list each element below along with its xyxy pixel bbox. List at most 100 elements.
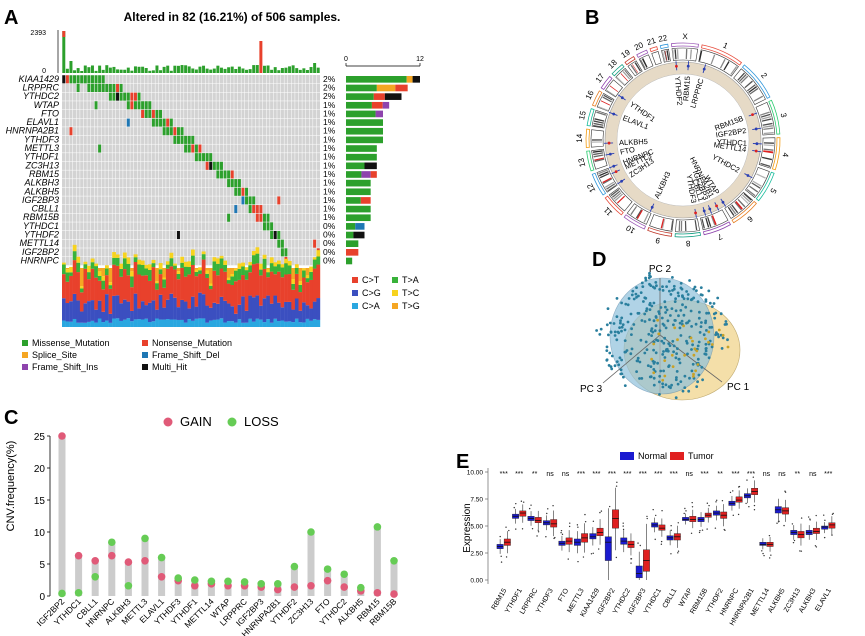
oncoplot: Altered in 82 (16.21%) of 506 samples. 2… xyxy=(6,10,424,372)
pca-point-tumor xyxy=(721,333,725,337)
normal-outlier xyxy=(776,522,778,524)
titv-segment xyxy=(198,270,202,274)
titv-segment xyxy=(201,294,206,319)
chromosome-color-ring xyxy=(701,44,743,66)
gene-pct: 2% xyxy=(323,74,336,84)
gene-count-bar xyxy=(355,223,365,230)
chromosome-band xyxy=(737,72,746,81)
chromosome-color-ring xyxy=(674,231,702,238)
tmb-bar xyxy=(245,69,249,73)
titv-segment xyxy=(219,258,224,269)
titv-segment xyxy=(126,257,131,264)
gene-label: WTAP xyxy=(34,100,59,110)
pca-point-normal xyxy=(661,322,665,326)
pca-point-normal xyxy=(676,291,680,295)
titv-segment xyxy=(101,280,106,290)
pca-point-normal xyxy=(695,385,699,388)
tumor-outlier xyxy=(616,481,618,484)
tumor-box xyxy=(596,527,604,536)
chromosome-band xyxy=(727,206,735,216)
gene-count-bar xyxy=(371,101,383,109)
mutation-cell xyxy=(169,127,173,136)
tumor-outlier xyxy=(799,550,801,552)
titv-segment xyxy=(198,273,202,293)
tmb-bar xyxy=(108,67,112,73)
normal-outlier xyxy=(515,502,517,505)
variant-legend: Missense_Mutation Nonsense_Mutation Splice… xyxy=(22,338,232,372)
legend-normal-label: Normal xyxy=(638,451,667,461)
tumor-outlier xyxy=(691,506,694,508)
chromosome-label: X xyxy=(682,32,688,41)
chromosome-band xyxy=(630,206,638,215)
titv-segment xyxy=(87,301,91,322)
chromosome-band xyxy=(762,122,773,126)
cnv-loss-point xyxy=(91,573,99,581)
chromosome-label: 13 xyxy=(577,157,588,168)
normal-outlier xyxy=(746,479,748,481)
pca-point-normal xyxy=(615,315,619,318)
pca-point-normal xyxy=(662,341,666,345)
titv-segment xyxy=(183,266,188,277)
chromosome-band xyxy=(749,87,759,95)
gene-pct: 1% xyxy=(323,169,336,179)
titv-segment xyxy=(101,276,106,281)
tumor-outlier xyxy=(554,536,556,539)
chromosome-band xyxy=(593,120,604,124)
variant-legend-label: Multi_Hit xyxy=(152,362,188,372)
pca-point-normal xyxy=(700,293,704,297)
top-axis-max: 2393 xyxy=(30,30,46,37)
pca-point-normal xyxy=(641,285,645,288)
titv-segment xyxy=(140,301,145,320)
chromosome-band xyxy=(730,66,738,75)
significance-label: *** xyxy=(500,471,508,478)
titv-segment xyxy=(126,275,131,302)
normal-outlier xyxy=(592,552,594,554)
cnv-bar xyxy=(58,436,66,596)
normal-outlier xyxy=(499,535,501,538)
titv-segment xyxy=(280,264,285,268)
chromosome-band xyxy=(599,172,610,179)
centromere xyxy=(660,218,665,229)
pca-point-normal xyxy=(694,322,698,326)
cnv-gain-point xyxy=(74,551,83,560)
expr-y-tick-label: 2.50 xyxy=(470,551,483,558)
centromere xyxy=(735,200,743,210)
titv-segment xyxy=(165,261,170,265)
tmb-bar xyxy=(69,61,73,73)
tumor-outlier xyxy=(691,501,693,504)
titv-segment xyxy=(305,268,310,276)
titv-segment xyxy=(287,274,292,302)
normal-outlier xyxy=(561,533,564,536)
chromosome-band xyxy=(719,58,726,69)
titv-segment xyxy=(273,274,278,296)
titv-segment xyxy=(291,309,296,323)
mutation-cell xyxy=(108,83,112,92)
mutation-cell xyxy=(159,109,163,118)
pca-point-normal xyxy=(629,352,633,356)
chromosome-band xyxy=(635,209,643,219)
pca-point-normal xyxy=(667,365,670,368)
chromosome-band xyxy=(756,173,766,179)
gene-dot xyxy=(754,127,758,131)
tumor-outlier xyxy=(800,550,803,552)
mutation-cell xyxy=(191,144,195,153)
titv-segment xyxy=(108,268,113,283)
pca-point-normal xyxy=(658,288,662,291)
titv-segment xyxy=(316,298,321,320)
pca-point-tumor xyxy=(695,349,699,353)
titv-segment xyxy=(69,301,73,322)
pca-point-normal xyxy=(707,311,711,315)
pca-point-normal xyxy=(643,351,647,355)
chromosome-label: 10 xyxy=(624,223,637,236)
titv-segment xyxy=(69,272,73,276)
titv-segment xyxy=(230,306,235,322)
pca-point-tumor xyxy=(726,345,730,349)
chromosome-band xyxy=(694,219,698,231)
titv-segment xyxy=(294,267,299,274)
gene-count-bar xyxy=(346,162,365,170)
cnv-gain-point xyxy=(340,583,349,591)
titv-segment xyxy=(148,270,152,281)
mutation-cell xyxy=(284,248,288,257)
titv-segment xyxy=(284,258,288,264)
chromosome-color-ring xyxy=(659,43,669,50)
